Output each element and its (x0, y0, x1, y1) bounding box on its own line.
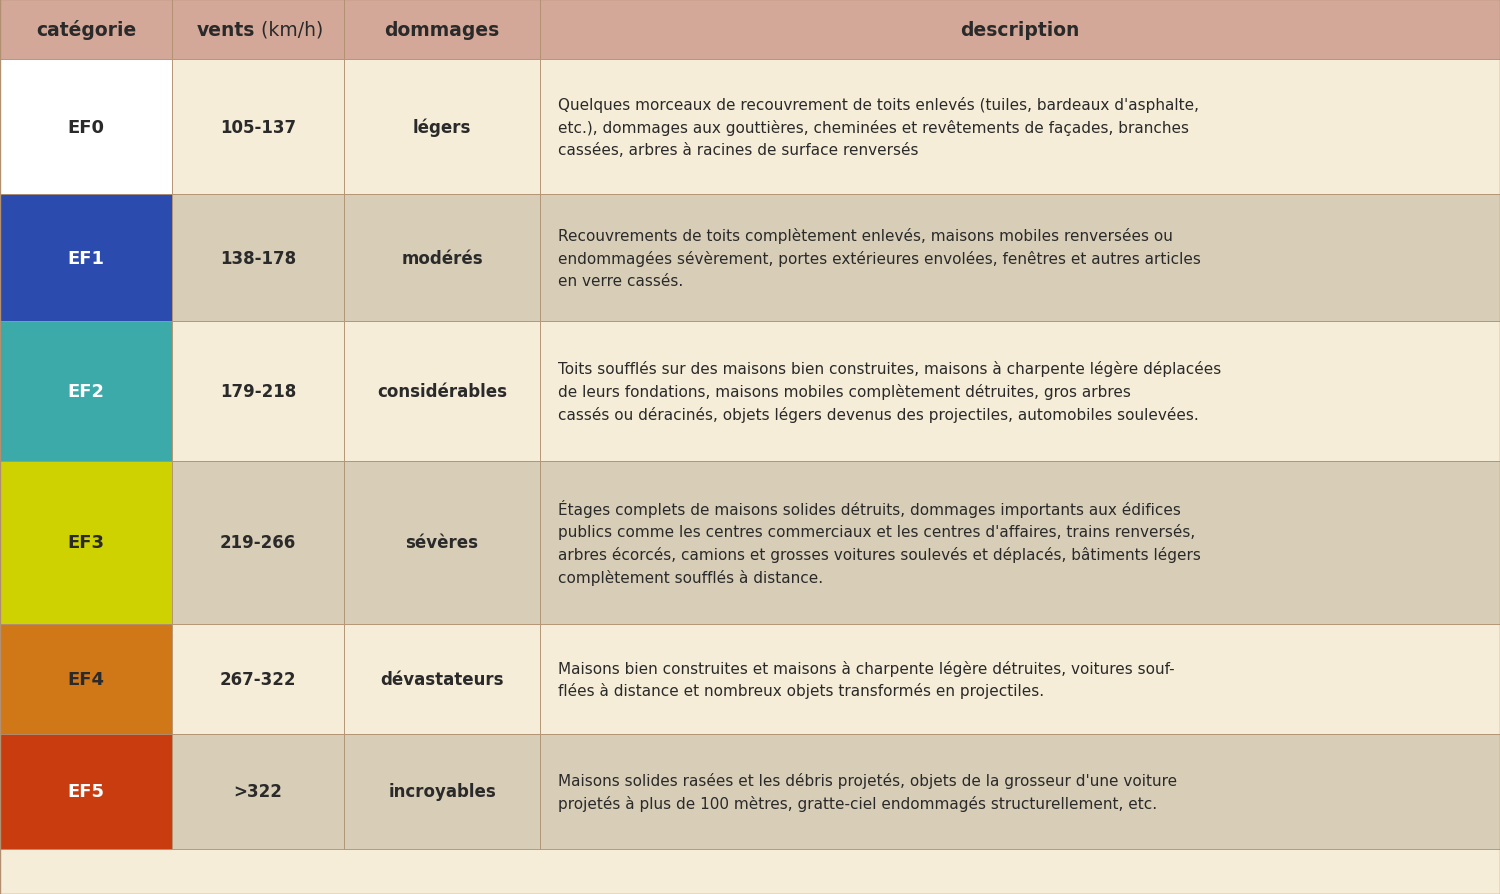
Bar (540, 734, 1500, 849)
Text: dévastateurs: dévastateurs (381, 670, 504, 688)
Text: description: description (960, 21, 1080, 39)
Text: complètement soufflés à distance.: complètement soufflés à distance. (558, 569, 824, 586)
Text: Maisons bien construites et maisons à charpente légère détruites, voitures souf-: Maisons bien construites et maisons à ch… (558, 660, 1174, 676)
Text: Étages complets de maisons solides détruits, dommages importants aux édifices: Étages complets de maisons solides détru… (558, 500, 1180, 518)
Text: de leurs fondations, maisons mobiles complètement détruites, gros arbres: de leurs fondations, maisons mobiles com… (558, 384, 1131, 400)
Text: considérables: considérables (376, 383, 507, 401)
Bar (344, 461, 540, 624)
Text: EF1: EF1 (68, 249, 105, 267)
Text: dommages: dommages (384, 21, 500, 39)
Bar (540, 0, 1500, 60)
Text: légers: légers (413, 118, 471, 137)
Bar (540, 195, 1500, 322)
Text: modérés: modérés (400, 249, 483, 267)
Bar (172, 322, 344, 461)
Text: (km/h): (km/h) (255, 21, 324, 39)
Text: 105-137: 105-137 (220, 118, 296, 137)
Text: cassées, arbres à racines de surface renversés: cassées, arbres à racines de surface ren… (558, 143, 918, 157)
Bar (172, 624, 344, 734)
Bar (540, 624, 1500, 734)
Bar (540, 60, 1500, 195)
Bar (0, 624, 172, 734)
Text: cassés ou déracinés, objets légers devenus des projectiles, automobiles soulevée: cassés ou déracinés, objets légers deven… (558, 407, 1198, 423)
Text: EF4: EF4 (68, 670, 105, 688)
Bar (344, 624, 540, 734)
Text: EF2: EF2 (68, 383, 105, 401)
Text: Recouvrements de toits complètement enlevés, maisons mobiles renversées ou: Recouvrements de toits complètement enle… (558, 227, 1173, 243)
Text: arbres écorcés, camions et grosses voitures soulevés et déplacés, bâtiments lége: arbres écorcés, camions et grosses voitu… (558, 546, 1202, 562)
Text: Maisons solides rasées et les débris projetés, objets de la grosseur d'une voitu: Maisons solides rasées et les débris pro… (558, 772, 1178, 789)
Text: EF3: EF3 (68, 534, 105, 552)
Text: etc.), dommages aux gouttières, cheminées et revêtements de façades, branches: etc.), dommages aux gouttières, cheminée… (558, 120, 1190, 135)
Bar (0, 195, 172, 322)
Text: Toits soufflés sur des maisons bien construites, maisons à charpente légère dépl: Toits soufflés sur des maisons bien cons… (558, 360, 1221, 376)
Text: >322: >322 (234, 782, 282, 801)
Bar (172, 60, 344, 195)
Bar (172, 734, 344, 849)
Bar (0, 0, 172, 60)
Text: projetés à plus de 100 mètres, gratte-ciel endommagés structurellement, etc.: projetés à plus de 100 mètres, gratte-ci… (558, 795, 1156, 811)
Bar (344, 0, 540, 60)
Text: en verre cassés.: en verre cassés. (558, 274, 682, 289)
Text: Quelques morceaux de recouvrement de toits enlevés (tuiles, bardeaux d'asphalte,: Quelques morceaux de recouvrement de toi… (558, 97, 1198, 113)
Text: publics comme les centres commerciaux et les centres d'affaires, trains renversé: publics comme les centres commerciaux et… (558, 524, 1196, 539)
Bar (344, 195, 540, 322)
Text: 219-266: 219-266 (220, 534, 296, 552)
Text: EF5: EF5 (68, 782, 105, 801)
Bar (344, 60, 540, 195)
Text: 179-218: 179-218 (220, 383, 296, 401)
Text: 267-322: 267-322 (219, 670, 296, 688)
Bar (172, 195, 344, 322)
Bar (172, 461, 344, 624)
Bar (0, 60, 172, 195)
Text: EF0: EF0 (68, 118, 105, 137)
Text: catégorie: catégorie (36, 20, 136, 40)
Bar (0, 734, 172, 849)
Text: flées à distance et nombreux objets transformés en projectiles.: flées à distance et nombreux objets tran… (558, 683, 1044, 699)
Text: endommagées sévèrement, portes extérieures envolées, fenêtres et autres articles: endommagées sévèrement, portes extérieur… (558, 250, 1202, 266)
Bar (0, 322, 172, 461)
Text: vents: vents (196, 21, 255, 39)
Bar (0, 461, 172, 624)
Bar (540, 322, 1500, 461)
Text: 138-178: 138-178 (220, 249, 296, 267)
Text: sévères: sévères (405, 534, 478, 552)
Bar (540, 461, 1500, 624)
Bar (172, 0, 344, 60)
Bar (344, 734, 540, 849)
Text: incroyables: incroyables (388, 782, 496, 801)
Bar (344, 322, 540, 461)
